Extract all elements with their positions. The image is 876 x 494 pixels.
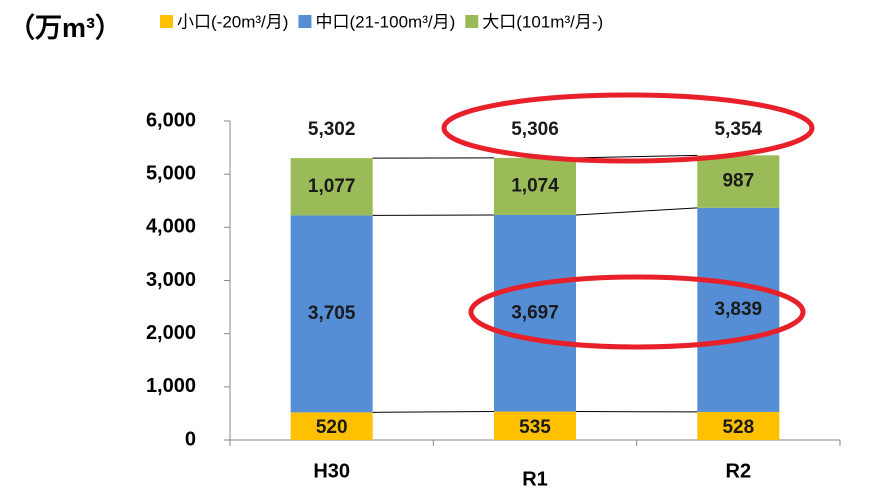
bar-segment [494,214,576,412]
legend-label: 小口(-20m³/月) [177,12,288,31]
plot: 小口(-20m³/月) 中口(21-100m³/月) 大口(101m³/月-) 0 1,… [146,12,841,490]
legend-label: 大口(101m³/月-) [482,12,603,31]
y-tick-label: 0 [185,428,196,450]
highlight-ellipse [441,92,815,164]
connector-line [372,411,495,413]
y-tick-label: 1,000 [146,375,196,397]
data-label: 1,074 [511,175,559,196]
data-label: 987 [722,171,754,192]
data-label: 528 [722,417,754,438]
bar-segment [697,207,780,412]
y-tick-label: 5,000 [146,162,196,184]
y-tick-label: 6,000 [146,109,196,131]
data-label: 520 [316,417,348,438]
total-label: 5,302 [308,119,356,140]
data-label: 3,697 [511,302,559,323]
bar-segment [697,411,780,440]
data-label: 3,705 [308,303,356,324]
x-tick-label: R2 [726,460,752,482]
unit-label: （万m³） [8,13,122,43]
legend-swatch [160,15,173,28]
bar-segment [290,215,373,413]
total-label: 5,354 [715,119,763,140]
bar-segment [290,412,373,440]
data-label: 1,077 [308,176,356,197]
highlight-ellipse [468,274,806,350]
data-label: 3,839 [715,299,763,320]
connector-line [575,207,698,216]
legend-swatch [298,15,312,28]
total-label: 5,306 [511,119,559,140]
y-tick-label: 2,000 [146,322,196,344]
bar-segment [494,157,576,215]
connector-line [575,154,698,159]
data-label: 535 [519,417,551,438]
bar-segment [697,155,780,208]
x-tick-label: H30 [313,460,350,482]
bar-segment [290,158,373,216]
x-tick-label: R1 [522,468,548,490]
legend-swatch [465,15,479,28]
legend-label: 中口(21-100m³/月) [315,12,455,31]
y-tick-label: 4,000 [146,216,196,238]
y-tick-label: 3,000 [146,269,196,291]
bar-segment [494,411,576,440]
